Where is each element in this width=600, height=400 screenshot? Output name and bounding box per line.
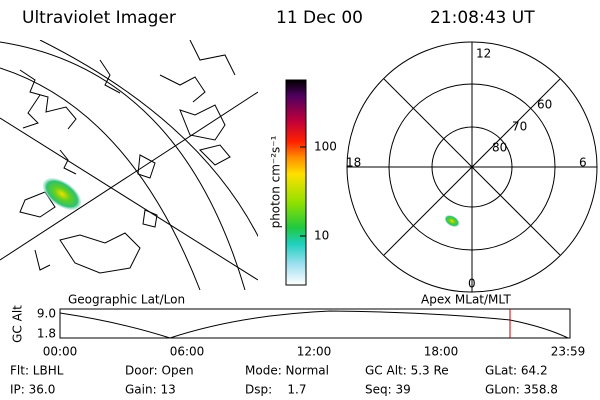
lat-label: 80 [492, 141, 507, 155]
info-field: Dsp: 1.7 [245, 383, 307, 397]
info-field: Gain: 13 [125, 383, 176, 397]
time: 21:08:43 UT [430, 8, 535, 28]
map-label: Geographic Lat/Lon [68, 293, 185, 307]
colorbar-tick-label: 100 [314, 140, 337, 154]
y-axis-title: GC Alt [11, 305, 25, 343]
lat-label: 60 [537, 98, 552, 112]
mlt-label: 12 [476, 47, 491, 61]
colorbar [285, 79, 307, 286]
info-field: IP: 36.0 [10, 383, 55, 397]
geographic-map [0, 40, 258, 290]
title: Ultraviolet Imager [22, 8, 176, 28]
colorbar-tick-label: 10 [314, 229, 329, 243]
info-field: Mode: Normal [245, 364, 329, 378]
date: 11 Dec 00 [276, 8, 363, 28]
mlt-label: 0 [468, 277, 476, 291]
x-tick-label: 23:59 [551, 345, 586, 359]
lat-label: 70 [512, 120, 527, 134]
polar-plot [346, 41, 598, 293]
y-tick-label: 9.0 [37, 307, 56, 321]
x-tick-label: 12:00 [297, 345, 332, 359]
info-field: Seq: 39 [365, 383, 411, 397]
altitude-curve [59, 310, 569, 339]
x-tick-label: 18:00 [424, 345, 459, 359]
y-tick-label: 1.8 [37, 327, 56, 341]
mlt-label: 6 [579, 156, 587, 170]
x-tick-label: 00:00 [43, 345, 78, 359]
info-field: GC Alt: 5.3 Re [365, 364, 449, 378]
info-field: Door: Open [125, 364, 194, 378]
info-field: GLat: 64.2 [485, 364, 548, 378]
info-field: Flt: LBHL [10, 364, 64, 378]
map-label: Apex MLat/MLT [421, 293, 511, 307]
info-field: GLon: 358.8 [485, 383, 558, 397]
x-tick-label: 06:00 [170, 345, 205, 359]
colorbar-label: photon cm⁻²s⁻¹ [269, 135, 283, 228]
timeline-box [59, 308, 571, 339]
mlt-label: 18 [346, 156, 361, 170]
